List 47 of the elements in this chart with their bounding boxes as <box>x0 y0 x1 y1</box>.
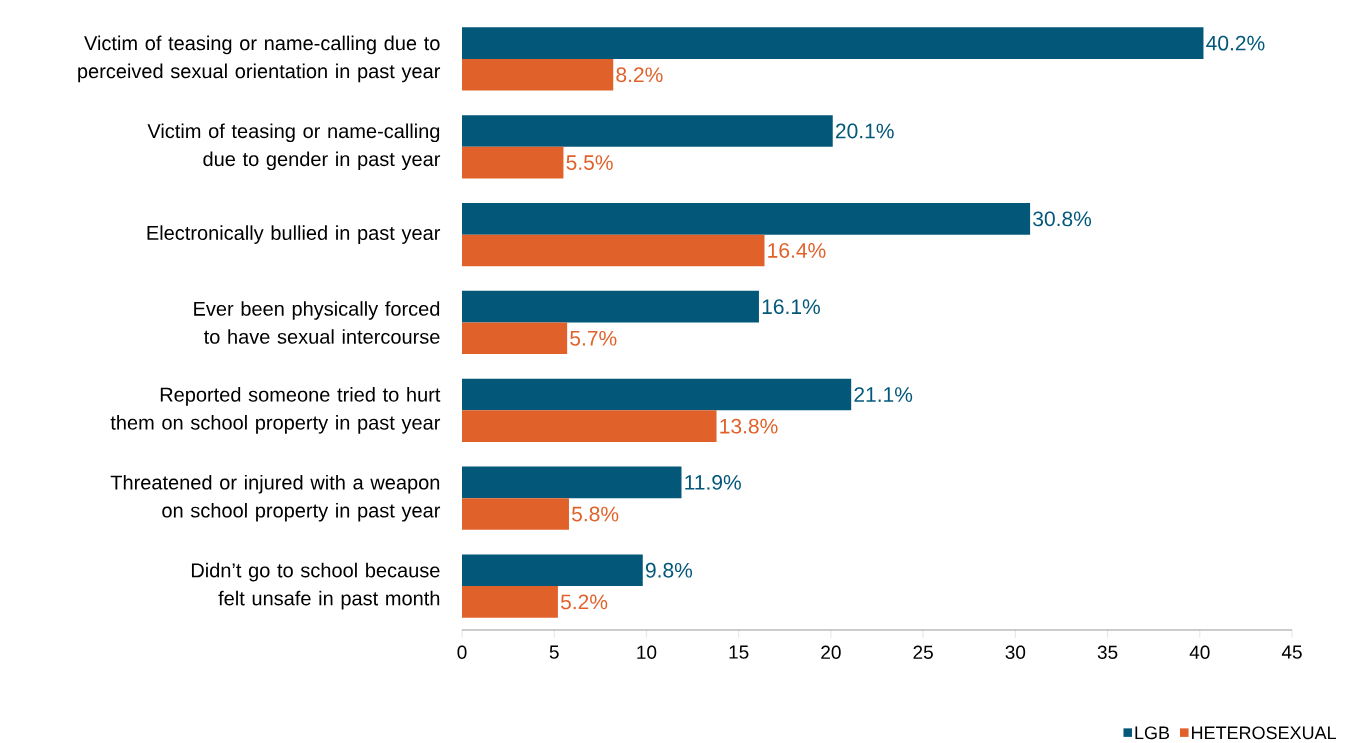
x-tick-label: 45 <box>1281 645 1302 659</box>
y-tick-label: Didn’t go to school because felt unsafe in past month <box>191 562 440 610</box>
data-label: 13.8% <box>720 418 778 434</box>
bar <box>462 290 759 323</box>
bar <box>462 378 852 411</box>
data-label: 21.1% <box>854 387 913 402</box>
data-label: 16.1% <box>762 299 820 315</box>
legend-label: LGB <box>1135 726 1170 740</box>
x-tick-label: 20 <box>821 645 841 659</box>
y-tick-label: Victim of teasing or name-calling due to gender in past year <box>147 123 441 171</box>
data-label: 20.1% <box>835 123 894 139</box>
bar <box>462 322 568 355</box>
x-tick-label: 10 <box>637 645 657 659</box>
bar <box>462 410 717 442</box>
data-label: 8.2% <box>616 67 663 83</box>
data-label: 11.9% <box>685 474 741 490</box>
bar <box>462 466 682 499</box>
bar <box>462 115 833 147</box>
y-tick-label: Threatened or injured with a weapon on school property in past year <box>110 474 441 522</box>
y-tick-label: Victim of teasing or name-calling due to perceived sexual orientation in past year <box>78 35 441 83</box>
bar <box>462 27 1204 59</box>
bar <box>462 554 643 587</box>
data-label: 5.2% <box>560 594 608 610</box>
x-tick-label: 35 <box>1097 645 1118 659</box>
x-tick-label: 5 <box>549 645 559 659</box>
bar <box>462 586 558 618</box>
data-label: 9.8% <box>645 562 693 578</box>
bar <box>462 498 569 530</box>
bar <box>462 203 1031 235</box>
data-label: 5.7% <box>570 330 617 346</box>
bar <box>462 58 614 91</box>
bar <box>462 146 564 179</box>
legend-label: HETEROSEXUAL <box>1192 726 1336 740</box>
x-tick-label: 0 <box>457 645 467 659</box>
y-tick-label: Electronically bullied in past year <box>147 225 441 244</box>
x-tick-label: 40 <box>1189 645 1210 659</box>
data-label: 5.5% <box>566 155 613 170</box>
x-tick-label: 25 <box>913 645 933 659</box>
y-tick-label: Reported someone tried to hurt them on school property in past year <box>110 387 441 434</box>
bar <box>462 234 765 267</box>
data-label: 16.4% <box>768 243 826 258</box>
data-label: 30.8% <box>1033 211 1092 227</box>
data-label: 40.2% <box>1206 35 1265 51</box>
x-tick-label: 30 <box>1005 645 1026 659</box>
x-tick-label: 15 <box>729 645 749 659</box>
y-tick-label: Ever been physically forced to have sexual intercourse <box>194 301 440 344</box>
data-label: 5.8% <box>572 506 619 522</box>
